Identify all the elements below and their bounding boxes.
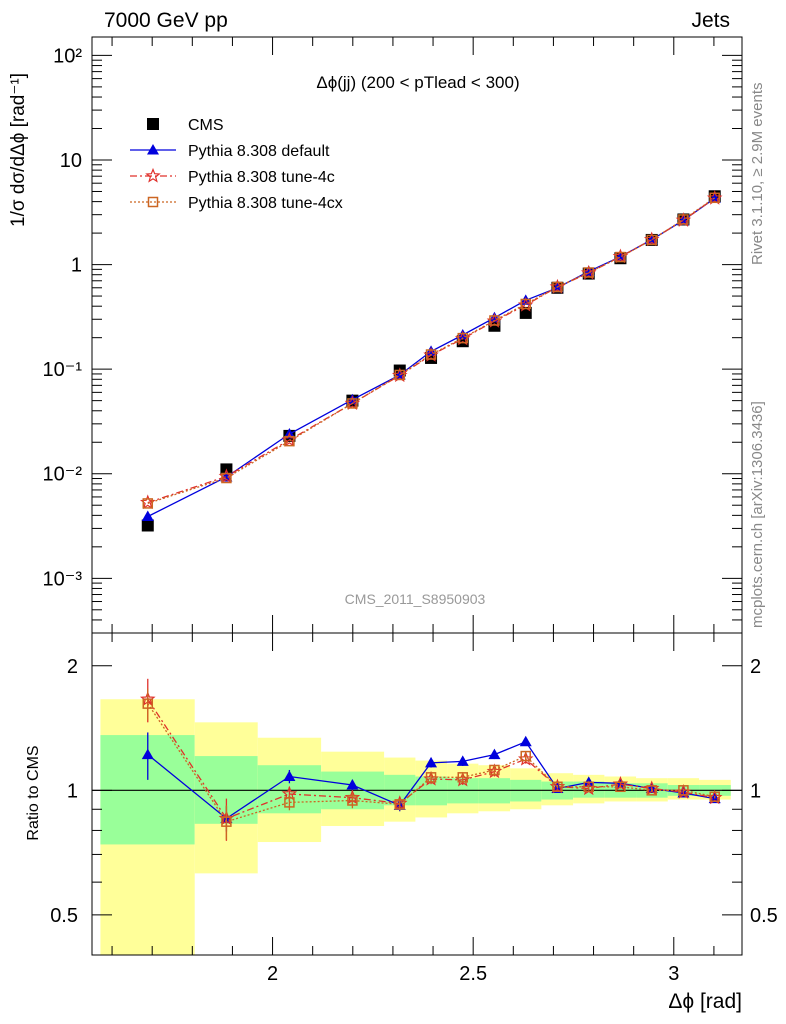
- ratio-y-tick-label: 0.5: [50, 905, 78, 927]
- analysis-watermark: CMS_2011_S8950903: [345, 591, 486, 607]
- data-point: [347, 398, 358, 409]
- ratio-y-tick-label-right: 2: [750, 656, 761, 678]
- data-point: [709, 192, 720, 204]
- data-point: [489, 315, 500, 326]
- ratio-frame: [91, 632, 743, 956]
- series-pythia-8-308-tune-4cx: [142, 192, 720, 509]
- chart-title: Δϕ(jj) (200 < pTlead < 300): [316, 73, 519, 92]
- ratio-point: [284, 797, 295, 808]
- ratio-pythia-8-308-tune-4cx: [142, 688, 720, 840]
- ratio-point: [519, 735, 532, 747]
- ratio-point: [457, 772, 468, 783]
- ratio-point: [394, 799, 405, 810]
- ratio-point: [347, 795, 358, 806]
- x-axis-label: Δϕ [rad]: [668, 990, 742, 1013]
- rivet-label: Rivet 3.1.10, ≥ 2.9M events: [749, 83, 766, 266]
- ratio-y-tick-label: 2: [67, 656, 78, 678]
- ratio-y-tick-label-right: 0.5: [750, 905, 778, 927]
- ratio-point: [142, 698, 154, 709]
- ratio-y-tick-label: 1: [67, 780, 78, 802]
- ratio-point: [488, 748, 501, 760]
- data-point: [520, 298, 531, 310]
- data-point: [678, 214, 689, 225]
- legend-marker: [145, 167, 161, 183]
- ratio-plot-data: [140, 678, 723, 841]
- uncertainty-bands: [92, 699, 742, 955]
- legend-marker: [147, 144, 159, 155]
- legend-label: Pythia 8.308 tune-4c: [188, 169, 335, 186]
- data-point: [284, 435, 295, 447]
- ratio-y-tick-label-right: 1: [750, 780, 761, 802]
- header-left: 7000 GeV pp: [104, 9, 228, 32]
- ratio-point: [221, 816, 232, 827]
- x-tick-label: 2: [267, 963, 278, 985]
- ratio-point: [709, 791, 720, 802]
- ratio-point: [346, 779, 359, 790]
- ratio-point: [583, 781, 594, 793]
- legend: CMS Pythia 8.308 default Pythia 8.308 tune…: [130, 117, 343, 212]
- y-tick-label: 10⁻³: [43, 568, 83, 590]
- legend-label: CMS: [188, 117, 224, 134]
- ratio-point: [552, 781, 563, 793]
- y-axis-label: 1/σ dσ/dΔϕ [rad⁻¹]: [8, 73, 29, 227]
- ratio-point: [141, 748, 154, 760]
- ratio-line: [147, 703, 715, 823]
- data-point: [583, 267, 594, 278]
- ratio-point: [520, 750, 531, 762]
- y-tick-label: 10²: [53, 45, 82, 67]
- data-point: [142, 498, 154, 509]
- y-tick-label: 10: [60, 150, 82, 172]
- data-point: [646, 234, 657, 246]
- data-point: [221, 472, 232, 484]
- y-tick-label: 10⁻²: [43, 464, 83, 486]
- series-line: [147, 197, 716, 505]
- y-tick-label: 1: [71, 255, 82, 277]
- data-point: [141, 510, 154, 522]
- data-point: [394, 369, 405, 381]
- data-point: [552, 281, 563, 293]
- ratio-point: [425, 772, 437, 783]
- ratio-point: [425, 756, 438, 768]
- legend-label: Pythia 8.308 tune-4cx: [188, 195, 343, 212]
- y-tick-label: 10⁻¹: [43, 359, 83, 381]
- main-plot-data: [140, 189, 723, 532]
- header-right: Jets: [691, 9, 730, 32]
- ratio-point: [456, 755, 469, 766]
- ratio-point: [678, 785, 689, 796]
- data-point: [457, 332, 468, 344]
- x-tick-label: 2.5: [459, 963, 487, 985]
- data-point: [425, 349, 437, 360]
- ratio-point: [615, 781, 626, 793]
- mcplots-label: mcplots.cern.ch [arXiv:1306.3436]: [749, 401, 766, 628]
- ratio-point: [283, 770, 296, 782]
- data-point: [141, 519, 154, 532]
- labels: 7000 GeV pp Jets Δϕ(jj) (200 < pTlead < …: [8, 9, 766, 1013]
- legend-marker: [147, 196, 159, 208]
- ratio-point: [489, 764, 500, 776]
- legend-marker: [147, 118, 159, 130]
- x-tick-label: 3: [668, 963, 679, 985]
- axes-frame: 2 2.5 3 10⁻³ 10⁻² 10⁻¹ 1 10 10² 0.5 0.5 1 1 2 2: [43, 36, 778, 985]
- data-point: [615, 251, 626, 263]
- ratio-ylabel: Ratio to CMS: [25, 745, 42, 840]
- legend-label: Pythia 8.308 default: [188, 143, 330, 160]
- ratio-point: [646, 785, 657, 796]
